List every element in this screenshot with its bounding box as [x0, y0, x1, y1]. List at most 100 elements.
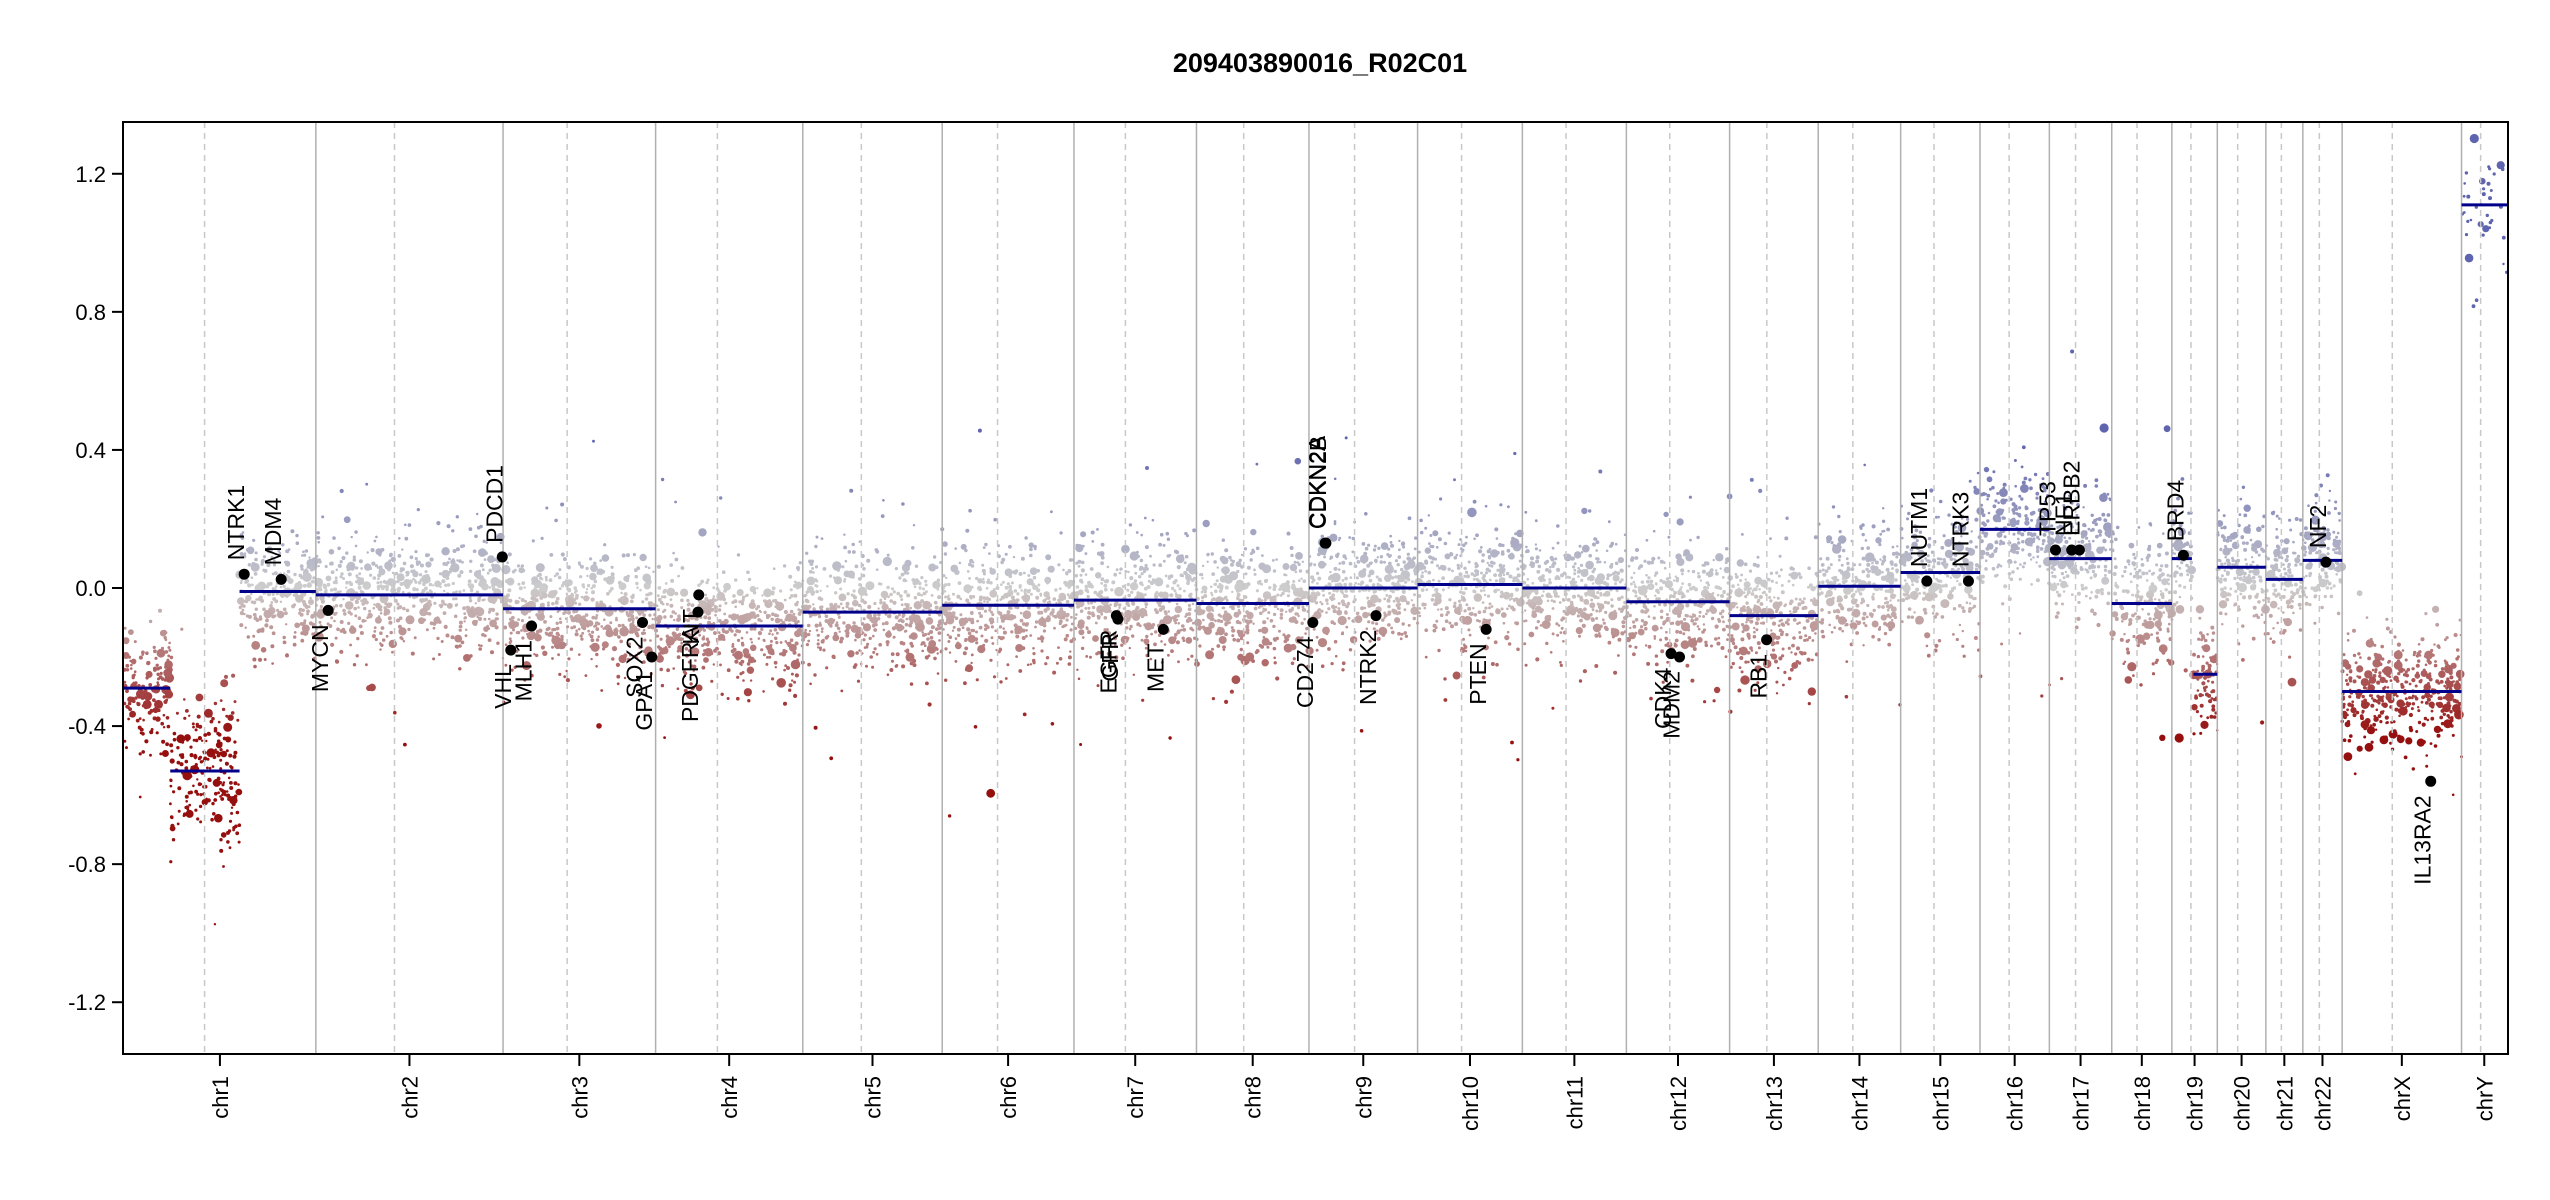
probe-point: [1486, 594, 1491, 598]
probe-point: [1052, 614, 1055, 618]
probe-point: [541, 592, 548, 599]
probe-point: [982, 546, 986, 549]
probe-point: [737, 614, 747, 625]
probe-point: [1100, 555, 1105, 560]
probe-point: [487, 638, 492, 642]
probe-point: [301, 624, 310, 633]
probe-point: [875, 652, 879, 656]
probe-point: [591, 584, 596, 589]
probe-point: [783, 668, 786, 672]
probe-point: [1187, 607, 1192, 612]
probe-point: [900, 625, 905, 630]
probe-point: [854, 626, 858, 630]
probe-point: [562, 557, 567, 562]
probe-point: [1599, 593, 1603, 597]
probe-point: [1113, 572, 1118, 577]
probe-point: [1179, 628, 1183, 632]
probe-point: [1262, 635, 1266, 639]
probe-point: [1507, 642, 1512, 646]
probe-point: [1008, 584, 1013, 589]
probe-point: [1461, 548, 1465, 552]
probe-point: [409, 564, 414, 569]
probe-point: [1527, 584, 1530, 587]
probe-point: [841, 565, 845, 569]
probe-point: [635, 656, 639, 660]
probe-point: [783, 609, 789, 615]
probe-point: [1516, 598, 1525, 607]
probe-point: [787, 644, 791, 648]
probe-point: [1401, 622, 1405, 626]
probe-point: [1290, 616, 1297, 623]
probe-point: [659, 637, 663, 641]
probe-point: [460, 544, 464, 549]
probe-point: [199, 820, 203, 824]
probe-point: [631, 620, 635, 624]
probe-point: [339, 590, 342, 593]
probe-point: [1240, 565, 1244, 569]
probe-point: [1183, 561, 1187, 565]
probe-point: [1397, 606, 1401, 610]
probe-point: [640, 609, 645, 615]
probe-point: [405, 615, 415, 625]
probe-point: [1697, 572, 1700, 575]
probe-point: [308, 565, 312, 570]
probe-point: [882, 628, 886, 632]
probe-point: [1066, 593, 1070, 597]
probe-point: [1338, 562, 1342, 565]
probe-point: [1262, 591, 1272, 600]
probe-point: [405, 608, 410, 613]
probe-point: [156, 672, 160, 676]
probe-point: [1670, 587, 1674, 592]
probe-point: [366, 551, 369, 554]
probe-point: [396, 619, 400, 622]
probe-point: [211, 801, 215, 806]
probe-point: [1367, 543, 1371, 547]
probe-point: [177, 809, 181, 813]
probe-point: [1316, 592, 1321, 597]
probe-point: [1646, 560, 1651, 565]
probe-point: [521, 581, 526, 585]
probe-point: [889, 599, 893, 603]
probe-point: [1097, 650, 1101, 655]
probe-point: [599, 568, 603, 573]
probe-point: [456, 646, 459, 649]
probe-point: [835, 564, 839, 567]
probe-point: [520, 598, 525, 602]
probe-point: [273, 571, 278, 576]
probe-point: [779, 589, 783, 593]
probe-point: [341, 555, 346, 561]
probe-point: [632, 654, 635, 658]
probe-point: [1279, 616, 1284, 620]
probe-point: [1276, 593, 1280, 597]
probe-point: [1149, 657, 1153, 661]
probe-point: [1407, 623, 1411, 627]
probe-point: [883, 597, 887, 601]
probe-point: [945, 576, 948, 580]
probe-point: [1467, 507, 1477, 518]
probe-point: [384, 561, 393, 570]
probe-point: [1714, 624, 1719, 629]
probe-point: [908, 634, 913, 639]
probe-point: [689, 682, 693, 686]
probe-point: [1015, 655, 1018, 658]
probe-point: [1124, 570, 1128, 573]
probe-point: [634, 574, 639, 579]
probe-point: [680, 588, 689, 597]
probe-point: [820, 597, 824, 602]
probe-point: [311, 622, 316, 627]
probe-point: [1214, 619, 1217, 623]
probe-point: [225, 736, 230, 740]
probe-point: [166, 724, 171, 729]
probe-point: [531, 602, 536, 607]
probe-point: [1599, 624, 1603, 628]
probe-point: [1455, 607, 1458, 611]
probe-point: [1605, 549, 1609, 553]
probe-point: [1573, 562, 1577, 566]
probe-point: [1151, 578, 1155, 582]
probe-point: [868, 636, 872, 641]
probe-point: [1091, 540, 1095, 543]
probe-point: [133, 640, 137, 644]
probe-point: [153, 666, 157, 671]
probe-point: [816, 646, 820, 649]
probe-point: [398, 616, 403, 621]
